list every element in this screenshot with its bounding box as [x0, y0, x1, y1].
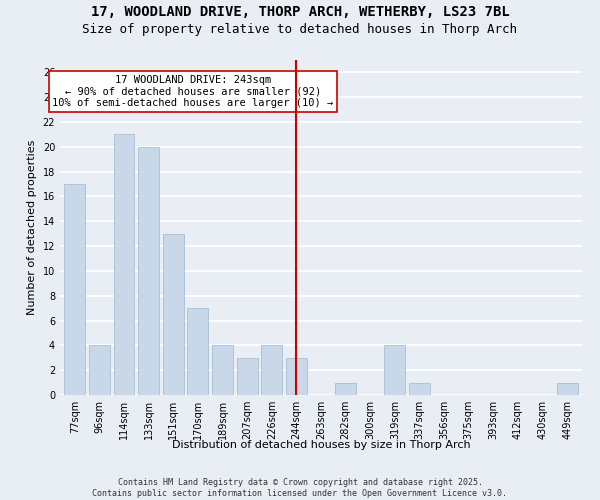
Y-axis label: Number of detached properties: Number of detached properties [27, 140, 37, 315]
Bar [113, 134, 134, 395]
Bar [64, 184, 85, 395]
Text: Size of property relative to detached houses in Thorp Arch: Size of property relative to detached ho… [83, 22, 517, 36]
Bar [557, 382, 578, 395]
Bar [163, 234, 184, 395]
Bar [138, 147, 159, 395]
Bar [212, 346, 233, 395]
Text: Distribution of detached houses by size in Thorp Arch: Distribution of detached houses by size … [172, 440, 470, 450]
Bar [409, 382, 430, 395]
Text: Contains HM Land Registry data © Crown copyright and database right 2025.
Contai: Contains HM Land Registry data © Crown c… [92, 478, 508, 498]
Bar [89, 346, 110, 395]
Bar [187, 308, 208, 395]
Bar [385, 346, 406, 395]
Bar [261, 346, 282, 395]
Text: 17, WOODLAND DRIVE, THORP ARCH, WETHERBY, LS23 7BL: 17, WOODLAND DRIVE, THORP ARCH, WETHERBY… [91, 5, 509, 19]
Bar [286, 358, 307, 395]
Bar [335, 382, 356, 395]
Bar [236, 358, 257, 395]
Text: 17 WOODLAND DRIVE: 243sqm
← 90% of detached houses are smaller (92)
10% of semi-: 17 WOODLAND DRIVE: 243sqm ← 90% of detac… [52, 75, 334, 108]
